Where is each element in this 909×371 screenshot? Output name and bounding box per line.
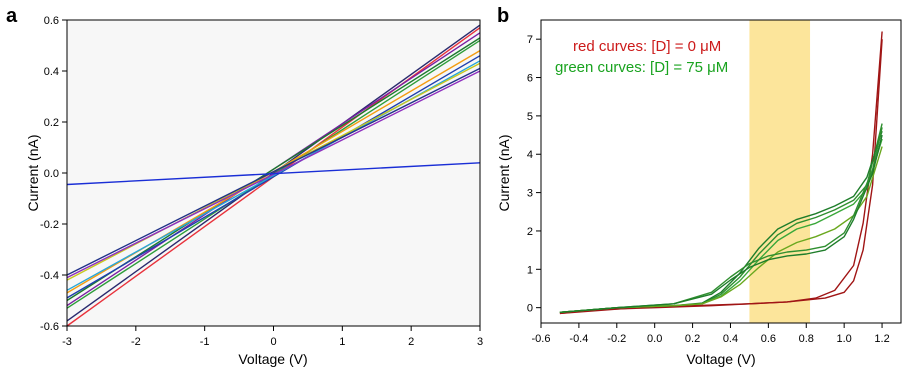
- panel-a-y-label: Current (nA): [25, 134, 41, 211]
- panel-letter-b: b: [497, 5, 509, 27]
- panel-b-y-ticks: 0 1 2 3 4 5 6 7: [527, 34, 541, 315]
- panel-a-y-tick-label: 0.0: [44, 168, 59, 180]
- panel-a-y-ticks: -0.6 -0.4 -0.2 0.0 0.2 0.4 0.6: [40, 15, 67, 333]
- panel-b-x-tick-label: 0.0: [647, 333, 662, 345]
- panel-a-y-tick-label: -0.2: [40, 219, 59, 231]
- panel-a-series-line-12: [66, 162, 481, 186]
- panel-b-series-line-8: [559, 134, 883, 313]
- panel-b-annotation-red: red curves: [D] = 0 μM: [573, 38, 721, 55]
- panel-b-x-tick-label: -0.2: [607, 333, 626, 345]
- panel-b-x-tick-label: -0.4: [569, 333, 588, 345]
- panel-a-lines: [66, 24, 481, 327]
- panel-letter-a: a: [6, 5, 18, 27]
- panel-a-x-tick-label: 0: [270, 336, 276, 348]
- panel-a-x-label: Voltage (V): [238, 351, 307, 367]
- panel-b-x-tick-label: 0.8: [799, 333, 814, 345]
- panel-b-y-tick-label: 6: [527, 73, 533, 85]
- panel-a-x-ticks: -3 -2 -1 0 1 2 3: [62, 326, 483, 348]
- panel-a-x-tick-label: -3: [62, 336, 72, 348]
- panel-a-y-tick-label: 0.6: [44, 15, 59, 27]
- panel-b-x-label: Voltage (V): [686, 351, 755, 367]
- panel-b-y-tick-label: 7: [527, 34, 533, 46]
- panel-b-x-tick-label: 0.4: [723, 333, 738, 345]
- panel-b-y-tick-label: 4: [527, 149, 533, 161]
- panel-a-y-tick-label: 0.4: [44, 66, 59, 78]
- panel-b-y-label: Current (nA): [496, 134, 512, 211]
- panel-b-y-tick-label: 1: [527, 264, 533, 276]
- panel-a-x-tick-label: 1: [339, 336, 345, 348]
- panel-b-highlight-band: [749, 20, 811, 323]
- panel-b-x-tick-label: -0.6: [532, 333, 551, 345]
- panel-a-y-tick-label: 0.2: [44, 117, 59, 129]
- panel-b-x-tick-label: 0.2: [685, 333, 700, 345]
- panel-a-series-line-6: [66, 55, 481, 299]
- panel-a-x-tick-label: -2: [131, 336, 141, 348]
- panel-b-lines: [559, 31, 883, 315]
- panel-b-x-tick-label: 1.2: [874, 333, 889, 345]
- panel-b-x-tick-label: 0.6: [761, 333, 776, 345]
- panel-b-x-ticks: -0.6 -0.4 -0.2 0.0 0.2 0.4 0.6 0.8 1.0 1.2: [532, 323, 890, 345]
- panel-b-y-tick-label: 0: [527, 303, 533, 315]
- panel-a-x-tick-label: 3: [477, 336, 483, 348]
- panel-b-y-tick-label: 3: [527, 188, 533, 200]
- panel-b-y-tick-label: 5: [527, 111, 533, 123]
- panel-a-y-tick-label: -0.4: [40, 270, 59, 282]
- panel-b-annotation-green: green curves: [D] = 75 μM: [555, 59, 728, 76]
- panel-b-plot-area: [541, 20, 901, 323]
- panel-a-series-line-11: [66, 67, 481, 276]
- panel-b-frame: [540, 19, 902, 324]
- panel-b-x-tick-label: 1.0: [837, 333, 852, 345]
- panel-a-y-tick-label: -0.6: [40, 321, 59, 333]
- panel-a-x-tick-label: 2: [408, 336, 414, 348]
- panel-a-x-tick-label: -1: [200, 336, 210, 348]
- panel-b-y-tick-label: 2: [527, 226, 533, 238]
